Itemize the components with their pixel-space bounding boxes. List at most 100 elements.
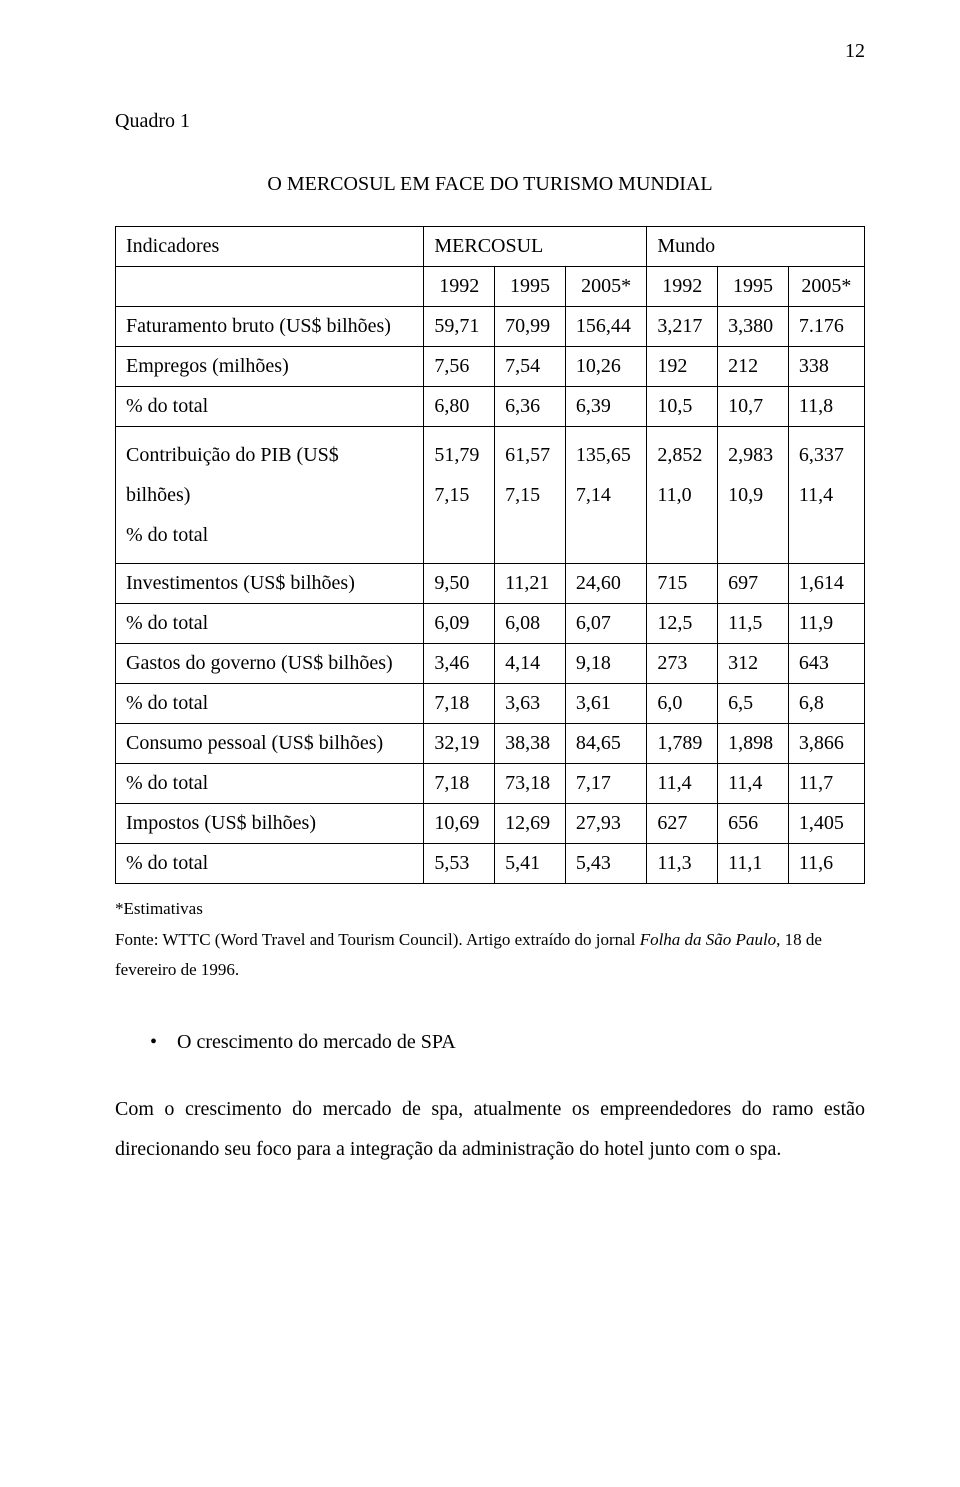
- table-cell: 12,69: [495, 804, 566, 844]
- table-cell: 11,4: [647, 764, 718, 804]
- table-cell: 11,6: [788, 844, 864, 884]
- subhead-cell: 2005*: [788, 267, 864, 307]
- table-cell: 627: [647, 804, 718, 844]
- row-label: Investimentos (US$ bilhões): [116, 564, 424, 604]
- table-cell: 27,93: [565, 804, 646, 844]
- table-cell: 10,69: [424, 804, 495, 844]
- table-cell: 59,71: [424, 307, 495, 347]
- table-row: Gastos do governo (US$ bilhões) 3,46 4,1…: [116, 644, 865, 684]
- table-cell: 7,18: [424, 684, 495, 724]
- table-cell: 7,18: [424, 764, 495, 804]
- table-cell: 24,60: [565, 564, 646, 604]
- table-cell: 3,866: [788, 724, 864, 764]
- table-cell: 73,18: [495, 764, 566, 804]
- table-cell: 1,789: [647, 724, 718, 764]
- table-cell: 51,797,15: [424, 427, 495, 564]
- table-cell: 6,80: [424, 387, 495, 427]
- table-cell: 10,7: [718, 387, 789, 427]
- table-cell: 7.176: [788, 307, 864, 347]
- table-cell: 6,5: [718, 684, 789, 724]
- table-cell: 32,19: [424, 724, 495, 764]
- subhead-cell: 1992: [647, 267, 718, 307]
- section-label: Quadro 1: [115, 110, 865, 133]
- col-indicadores: Indicadores: [116, 227, 424, 267]
- table-cell: 1,405: [788, 804, 864, 844]
- table-cell: 7,56: [424, 347, 495, 387]
- table-cell: 643: [788, 644, 864, 684]
- subhead-cell: 1995: [718, 267, 789, 307]
- table-cell: 6,33711,4: [788, 427, 864, 564]
- table-cell: 7,54: [495, 347, 566, 387]
- table-cell: 11,5: [718, 604, 789, 644]
- page-number: 12: [845, 40, 865, 63]
- table-cell: 6,08: [495, 604, 566, 644]
- table-row: Impostos (US$ bilhões) 10,69 12,69 27,93…: [116, 804, 865, 844]
- table-row: % do total 6,80 6,36 6,39 10,5 10,7 11,8: [116, 387, 865, 427]
- table-cell: 11,1: [718, 844, 789, 884]
- row-label: Contribuição do PIB (US$ bilhões) % do t…: [116, 427, 424, 564]
- col-mercosul: MERCOSUL: [424, 227, 647, 267]
- table-cell: 1,614: [788, 564, 864, 604]
- table-cell: 715: [647, 564, 718, 604]
- row-label-line: % do total: [126, 524, 208, 546]
- table-cell: 4,14: [495, 644, 566, 684]
- table-footnote: *Estimativas Fonte: WTTC (Word Travel an…: [115, 894, 865, 986]
- table-cell: 10,26: [565, 347, 646, 387]
- table-cell: 3,61: [565, 684, 646, 724]
- table-cell: 61,577,15: [495, 427, 566, 564]
- row-label: Impostos (US$ bilhões): [116, 804, 424, 844]
- subhead-cell: 2005*: [565, 267, 646, 307]
- table-row: Investimentos (US$ bilhões) 9,50 11,21 2…: [116, 564, 865, 604]
- row-label: Gastos do governo (US$ bilhões): [116, 644, 424, 684]
- table-cell: 656: [718, 804, 789, 844]
- table-row: Empregos (milhões) 7,56 7,54 10,26 192 2…: [116, 347, 865, 387]
- table-cell: 2,85211,0: [647, 427, 718, 564]
- table-row: Contribuição do PIB (US$ bilhões) % do t…: [116, 427, 865, 564]
- table-cell: 6,36: [495, 387, 566, 427]
- table-cell: 273: [647, 644, 718, 684]
- table-cell: 11,3: [647, 844, 718, 884]
- table-cell: 11,9: [788, 604, 864, 644]
- table-cell: 156,44: [565, 307, 646, 347]
- table-cell: 135,657,14: [565, 427, 646, 564]
- table-cell: 11,8: [788, 387, 864, 427]
- table-cell: 3,46: [424, 644, 495, 684]
- row-label: % do total: [116, 387, 424, 427]
- table-cell: 6,39: [565, 387, 646, 427]
- table-cell: 11,21: [495, 564, 566, 604]
- row-label-line: Contribuição do PIB (US$: [126, 435, 339, 475]
- bullet-icon: •: [150, 1031, 172, 1054]
- table-cell: 1,898: [718, 724, 789, 764]
- table-cell: 6,07: [565, 604, 646, 644]
- table-cell: 5,43: [565, 844, 646, 884]
- table-row: % do total 7,18 3,63 3,61 6,0 6,5 6,8: [116, 684, 865, 724]
- table-subhead-empty: [116, 267, 424, 307]
- table-cell: 3,217: [647, 307, 718, 347]
- table-row: % do total 5,53 5,41 5,43 11,3 11,1 11,6: [116, 844, 865, 884]
- table-row: % do total 6,09 6,08 6,07 12,5 11,5 11,9: [116, 604, 865, 644]
- table-row: Faturamento bruto (US$ bilhões) 59,71 70…: [116, 307, 865, 347]
- table-cell: 5,53: [424, 844, 495, 884]
- table-cell: 12,5: [647, 604, 718, 644]
- table-row: % do total 7,18 73,18 7,17 11,4 11,4 11,…: [116, 764, 865, 804]
- row-label-line: bilhões): [126, 484, 190, 506]
- table-cell: 697: [718, 564, 789, 604]
- table-cell: 70,99: [495, 307, 566, 347]
- table-cell: 312: [718, 644, 789, 684]
- document-page: 12 Quadro 1 O MERCOSUL EM FACE DO TURISM…: [0, 0, 960, 1487]
- subhead-cell: 1995: [495, 267, 566, 307]
- table-cell: 6,0: [647, 684, 718, 724]
- body-paragraph: Com o crescimento do mercado de spa, atu…: [115, 1089, 865, 1169]
- row-label: Faturamento bruto (US$ bilhões): [116, 307, 424, 347]
- row-label: Consumo pessoal (US$ bilhões): [116, 724, 424, 764]
- table-cell: 9,50: [424, 564, 495, 604]
- table-cell: 38,38: [495, 724, 566, 764]
- footnote-source: Fonte: WTTC (Word Travel and Tourism Cou…: [115, 925, 865, 986]
- table-cell: 5,41: [495, 844, 566, 884]
- table-cell: 6,09: [424, 604, 495, 644]
- table-cell: 3,63: [495, 684, 566, 724]
- row-label: Empregos (milhões): [116, 347, 424, 387]
- col-mundo: Mundo: [647, 227, 865, 267]
- footnote-estimates: *Estimativas: [115, 894, 865, 925]
- table-cell: 3,380: [718, 307, 789, 347]
